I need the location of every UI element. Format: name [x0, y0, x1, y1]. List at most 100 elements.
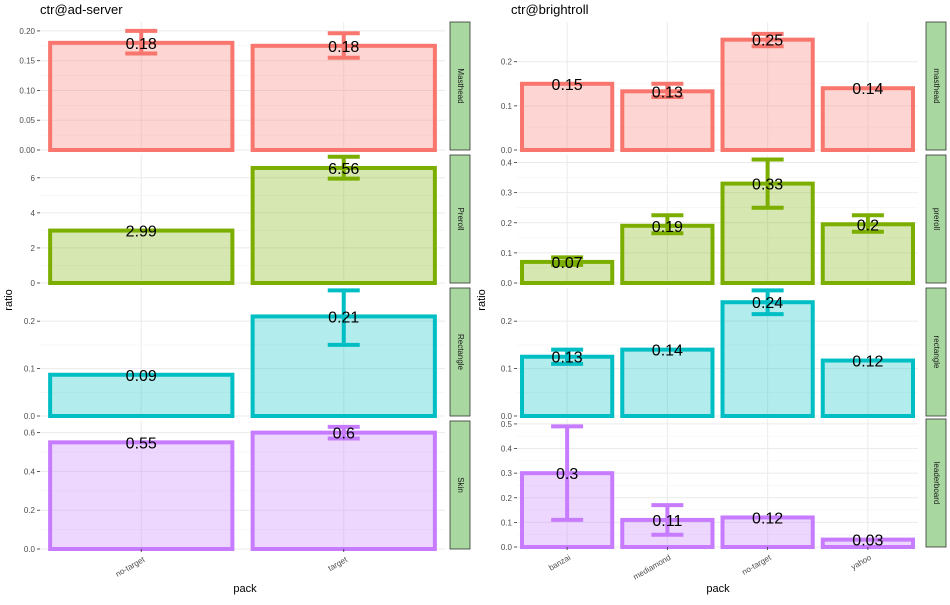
facet-strip	[449, 154, 471, 284]
data-label: 0.14	[852, 81, 883, 98]
facet-strip	[925, 287, 947, 417]
y-tick-label: 0.10	[19, 86, 35, 95]
facet-strip-label: preroll	[932, 208, 941, 230]
y-tick-label: 0.0	[501, 412, 513, 421]
data-label: 0.19	[652, 219, 683, 236]
y-tick-label: 0.0	[24, 545, 36, 554]
facet-panel-skin: 0.0 0.2 0.4 0.6 0.55 0.6 Skin	[24, 420, 471, 554]
y-tick-label: 0.2	[501, 219, 513, 228]
facet-panel-leaderboard: 0.0 0.1 0.2 0.3 0.4 0.5 0.3 0.11 0.12 0.03 leaderb…	[501, 418, 947, 552]
y-tick-label: 0.1	[501, 518, 513, 527]
data-label: 0.15	[552, 77, 583, 94]
facet-strip	[925, 21, 947, 151]
y-tick-label: 0.2	[501, 494, 513, 503]
y-tick-label: 0.05	[19, 116, 35, 125]
y-tick-label: 0.2	[501, 58, 513, 67]
facet-panel-masthead: 0.00 0.05 0.10 0.15 0.20 0.18 0.18 Masthead	[19, 21, 471, 155]
data-label: 0.2	[857, 217, 879, 234]
y-tick-label: 0.0	[501, 279, 513, 288]
facet-panel-preroll: 0 2 4 6 2.99 6.56 Preroll	[31, 154, 471, 288]
bar	[820, 86, 915, 152]
x-tick-label: mediamond	[632, 553, 673, 582]
facet-strip	[925, 154, 947, 284]
bar	[620, 89, 715, 153]
y-tick-label: 0.1	[501, 365, 513, 374]
y-tick-label: 0.4	[501, 445, 513, 454]
y-tick-label: 0.00	[19, 146, 35, 155]
y-axis-label: ratio	[3, 289, 15, 310]
y-tick-label: 0.4	[24, 467, 36, 476]
data-label: 0.33	[752, 177, 783, 194]
facet-strip-label: Skin	[456, 477, 465, 493]
y-tick-label: 2	[31, 244, 36, 253]
y-tick-label: 0.6	[24, 429, 36, 438]
y-tick-label: 0.0	[501, 146, 513, 155]
data-label: 0.18	[126, 36, 157, 53]
data-label: 0.12	[852, 354, 883, 371]
bar	[720, 300, 815, 419]
bar	[250, 430, 437, 551]
y-tick-label: 0.15	[19, 57, 35, 66]
facet-panel-masthead: 0.0 0.1 0.2 0.15 0.13 0.25 0.14 masthead	[501, 21, 947, 155]
facet-panel-preroll: 0.0 0.1 0.2 0.3 0.4 0.07 0.19 0.33 0.2 preroll	[501, 154, 947, 288]
x-tick-label: banzai	[547, 553, 572, 573]
data-label: 0.09	[126, 368, 157, 385]
chart-0: ctr@ad-serverratiopack0.000.050.100.150.…	[3, 2, 471, 595]
facet-panel-rectangle: 0.0 0.1 0.2 0.09 0.21 Rectangle	[24, 287, 471, 421]
data-label: 0.13	[652, 84, 683, 101]
bar	[820, 358, 915, 418]
data-label: 0.6	[333, 426, 355, 443]
y-tick-label: 0	[31, 279, 36, 288]
bar	[250, 165, 437, 285]
data-label: 6.56	[328, 161, 359, 178]
bar	[720, 515, 815, 550]
data-label: 0.55	[126, 435, 157, 452]
bar	[48, 372, 235, 418]
bar	[720, 37, 815, 152]
facet-strip-label: Rectangle	[456, 334, 465, 371]
x-tick-label: yahoo	[849, 553, 873, 572]
y-tick-label: 6	[31, 174, 36, 183]
y-tick-label: 0.2	[501, 317, 513, 326]
bar	[48, 440, 235, 552]
y-tick-label: 0.0	[501, 543, 513, 552]
bar	[48, 228, 235, 285]
y-tick-label: 0.3	[501, 469, 513, 478]
bar	[520, 81, 615, 152]
data-label: 0.3	[556, 466, 578, 483]
data-label: 0.13	[552, 350, 583, 367]
chart-1: ctr@brightroll ratio pack 0.0 0.1 0.2 0.15 0.13…	[476, 2, 947, 595]
y-tick-label: 4	[31, 209, 36, 218]
x-tick-label: target	[327, 555, 350, 573]
data-label: 0.14	[652, 343, 683, 360]
bar	[620, 347, 715, 419]
x-axis-label: pack	[233, 583, 257, 595]
y-tick-label: 0.1	[24, 365, 36, 374]
facet-panel-rectangle: 0.0 0.1 0.2 0.13 0.14 0.24 0.12 rectangle	[501, 287, 947, 421]
bar	[250, 43, 437, 152]
y-tick-label: 0.2	[24, 317, 36, 326]
bar	[48, 40, 235, 152]
facet-strip-label: Preroll	[456, 207, 465, 230]
x-tick-label: no-target	[740, 553, 773, 577]
facet-strip-label: rectangle	[932, 336, 941, 369]
bar	[520, 354, 615, 419]
y-tick-label: 0.0	[24, 412, 36, 421]
facet-strip	[449, 21, 471, 151]
data-label: 0.03	[852, 533, 883, 550]
facet-strip-label: Masthead	[456, 68, 465, 103]
y-tick-label: 0.20	[19, 27, 35, 36]
chart-title: ctr@brightroll	[511, 2, 589, 17]
facet-strip-label: masthead	[932, 68, 941, 103]
y-tick-label: 0.2	[24, 506, 36, 515]
facet-strip	[925, 418, 947, 548]
y-tick-label: 0.1	[501, 102, 513, 111]
facet-strip-label: leaderboard	[932, 462, 941, 505]
x-tick-label: no-target	[114, 555, 147, 579]
data-label: 0.07	[552, 255, 583, 272]
data-label: 0.12	[752, 510, 783, 527]
y-tick-label: 0.5	[501, 420, 513, 429]
facet-strip	[449, 287, 471, 417]
